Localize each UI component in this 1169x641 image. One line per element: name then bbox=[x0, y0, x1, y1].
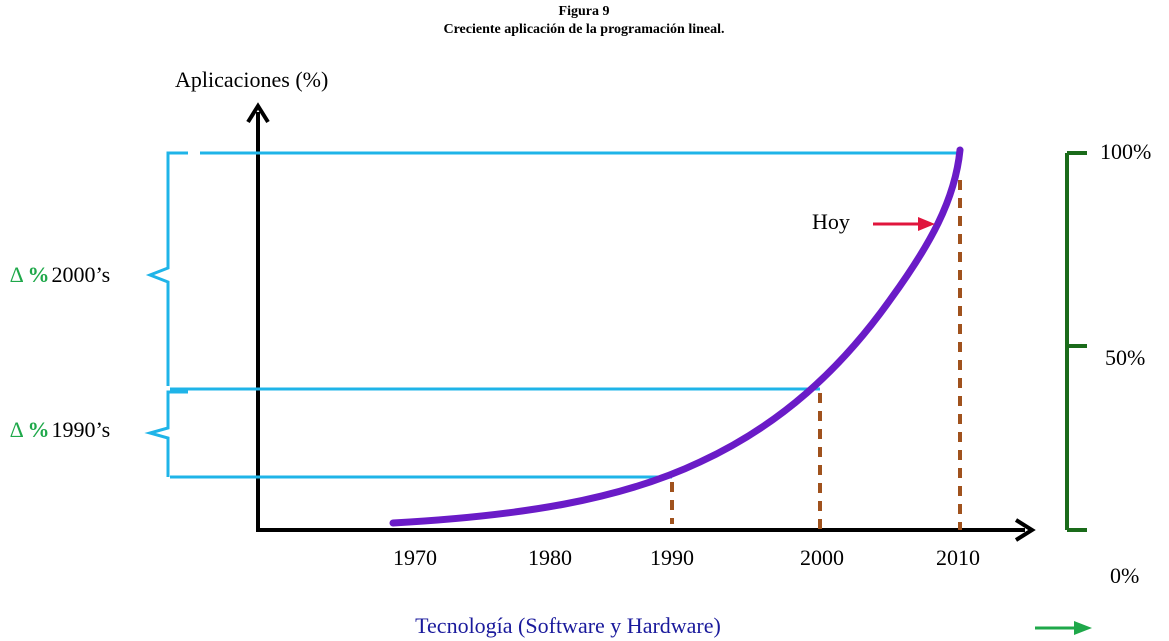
right-tick-label: 100% bbox=[1100, 139, 1151, 164]
callout-arrowhead bbox=[918, 217, 935, 231]
y-axis-label: Aplicaciones (%) bbox=[175, 67, 328, 92]
x-tick-label: 2010 bbox=[936, 545, 980, 570]
tech-arrowhead bbox=[1074, 621, 1092, 635]
right-tick-label: 0% bbox=[1110, 563, 1139, 588]
growth-curve bbox=[389, 146, 964, 527]
callout: Hoy bbox=[812, 209, 850, 234]
right-tick-label: 50% bbox=[1105, 345, 1145, 370]
delta: ∆ bbox=[10, 262, 23, 287]
decade: 1990’s bbox=[51, 417, 110, 442]
delta: ∆ bbox=[10, 417, 23, 442]
x-axis-label: Tecnología (Software y Hardware) bbox=[415, 613, 721, 638]
bracket-label: ∆ %2000’s bbox=[10, 262, 110, 287]
title: Figura 9 bbox=[559, 4, 610, 19]
decade: 2000’s bbox=[51, 262, 110, 287]
y-arrow bbox=[246, 102, 270, 124]
x-tick-label: 1990 bbox=[650, 545, 694, 570]
drop-lines bbox=[670, 180, 962, 530]
right-scale bbox=[1065, 151, 1087, 532]
x-arrow bbox=[1014, 518, 1036, 542]
percent: % bbox=[27, 262, 49, 287]
percent: % bbox=[27, 417, 49, 442]
x-tick-label: 1970 bbox=[393, 545, 437, 570]
bracket-label: ∆ %1990’s bbox=[10, 417, 110, 442]
x-tick-label: 1980 bbox=[528, 545, 572, 570]
guides bbox=[144, 151, 960, 479]
x-tick-label: 2000 bbox=[800, 545, 844, 570]
subtitle: Creciente aplicación de la programación … bbox=[443, 22, 724, 37]
